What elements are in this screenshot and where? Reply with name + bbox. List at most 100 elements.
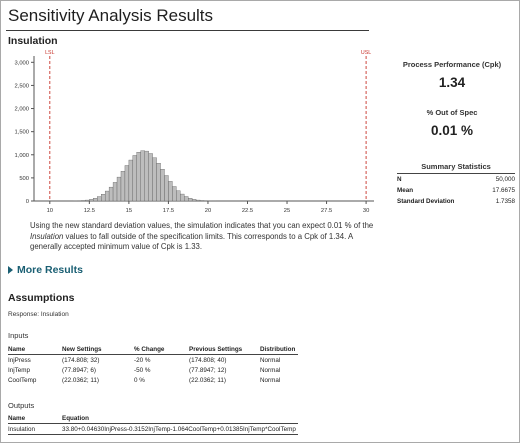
inputs-cell: Normal (260, 366, 281, 374)
more-results-label: More Results (17, 264, 83, 276)
histogram-bar (89, 199, 94, 202)
histogram-bar (191, 199, 197, 202)
histogram-bar (128, 159, 134, 202)
histogram-bar (120, 171, 126, 202)
histogram-bar (85, 199, 90, 202)
summary-key: Mean (397, 187, 414, 194)
histogram-bar (180, 193, 185, 202)
inputs-header: % Change (134, 344, 189, 355)
description-italic: Insulation (30, 231, 64, 241)
inputs-cell: (77.8947; 6) (62, 366, 96, 374)
page-title: Sensitivity Analysis Results (8, 6, 214, 25)
out-of-spec-value: 0.01 % (430, 123, 474, 138)
title-divider (6, 30, 369, 31)
histogram-bar (195, 199, 201, 202)
x-tick-label: 27.5 (321, 208, 332, 214)
description-text-2: values to fall outside of the specificat… (30, 231, 353, 252)
summary-value: 50,000 (495, 176, 515, 183)
inputs-row: CoolTemp (22.0362; 11) 0 % (22.0362; 11) Nor… (8, 375, 298, 385)
histogram-bar (152, 157, 157, 202)
inputs-label: Inputs (8, 331, 29, 340)
result-description: Using the new standard deviation values,… (30, 221, 375, 253)
x-tick-label: 30 (363, 208, 369, 214)
inputs-cell: Normal (260, 356, 281, 364)
histogram-bar (108, 186, 114, 202)
inputs-cell: InjPress (8, 356, 31, 364)
histogram-bar (156, 163, 161, 202)
inputs-cell: (77.8947; 12) (189, 366, 227, 374)
x-tick-label: 15 (126, 208, 132, 214)
more-results-toggle[interactable]: More Results (8, 264, 83, 276)
inputs-cell: (22.0362; 11) (189, 376, 226, 384)
summary-row: Mean 17.6675 (397, 185, 515, 196)
summary-statistics: Summary Statistics N 50,000 Mean 17.6675 Sta… (397, 162, 515, 207)
inputs-cell: InjTemp (8, 366, 31, 374)
histogram-bar (148, 153, 153, 202)
histogram-bar (112, 182, 118, 202)
histogram-chart: 0 500 1,000 1,500 2,000 2,500 3,000 10 12.5 15 17.… (14, 50, 374, 214)
y-tick-label: 500 (19, 176, 29, 182)
x-tick-label: 17.5 (163, 208, 174, 214)
assumptions-title: Assumptions (8, 292, 75, 304)
histogram-bar (164, 175, 169, 202)
inputs-header: Previous Settings (189, 344, 260, 355)
inputs-row: InjPress (174.808; 32) -20 % (174.808; 40) N… (8, 355, 298, 366)
histogram-bar (93, 198, 98, 202)
inputs-cell: Normal (260, 376, 281, 384)
response-label: Response: Insulation (8, 311, 69, 318)
inputs-cell: -20 % (134, 356, 151, 364)
y-tick-label: 1,500 (14, 130, 29, 136)
summary-title: Summary Statistics (397, 162, 515, 174)
section-title: Insulation (8, 35, 58, 47)
description-text-1: Using the new standard deviation values,… (30, 221, 374, 230)
histogram-bar (176, 190, 181, 202)
inputs-cell: (174.808; 40) (189, 356, 227, 364)
y-tick-label: 2,000 (14, 107, 29, 113)
inputs-cell: CoolTemp (8, 376, 37, 384)
inputs-header: Distribution (260, 344, 298, 355)
histogram-bar (184, 196, 189, 202)
y-tick-label: 3,000 (14, 60, 29, 66)
summary-row: N 50,000 (397, 174, 515, 185)
cpk-label: Process Performance (Cpk) (402, 60, 502, 69)
usl-label: USL (361, 50, 371, 56)
inputs-table: Name New Settings% Change Previous Setting… (8, 344, 298, 385)
outputs-cell: 33.80+0.04630InjPress-0.3152InjTemp-1.06… (62, 423, 298, 435)
y-tick-label: 1,000 (14, 153, 29, 159)
summary-key: Standard Deviation (397, 198, 455, 205)
outputs-table: Name Equation Insulation 33.80+0.04630InjP… (8, 413, 298, 435)
outputs-cell: Insulation (8, 423, 62, 435)
inputs-cell: (174.808; 32) (62, 356, 100, 364)
histogram-bar (101, 194, 106, 202)
histogram-bar (160, 169, 165, 202)
histogram-bar (124, 165, 130, 202)
histogram-bar (81, 200, 86, 202)
histogram-bar (104, 190, 110, 202)
y-tick-label: 0 (26, 199, 29, 205)
x-tick-label: 12.5 (84, 208, 95, 214)
x-tick-label: 20 (205, 208, 211, 214)
histogram-bar (140, 150, 145, 202)
histogram-bar (172, 186, 177, 202)
inputs-header: New Settings (62, 344, 134, 355)
histogram-bar (116, 176, 122, 202)
histogram-bar (97, 196, 102, 202)
outputs-header: Name (8, 413, 62, 424)
x-tick-label: 10 (47, 208, 53, 214)
histogram-bar (136, 152, 141, 202)
summary-value: 17.6675 (492, 187, 515, 194)
outputs-row: Insulation 33.80+0.04630InjPress-0.3152In… (8, 423, 298, 435)
histogram-bar (168, 181, 173, 202)
lsl-label: LSL (45, 50, 54, 56)
inputs-cell: -50 % (134, 366, 151, 374)
performance-panel: Process Performance (Cpk) 1.34 % Out of … (390, 60, 514, 138)
summary-value: 1.7358 (495, 198, 515, 205)
x-tick-label: 22.5 (242, 208, 253, 214)
summary-key: N (397, 176, 402, 183)
inputs-cell: 0 % (134, 376, 145, 384)
x-tick-label: 25 (284, 208, 290, 214)
histogram-bar (144, 150, 149, 202)
outputs-label: Outputs (8, 401, 35, 410)
out-of-spec-label: % Out of Spec (426, 108, 478, 117)
inputs-cell: (22.0362; 11) (62, 376, 99, 384)
